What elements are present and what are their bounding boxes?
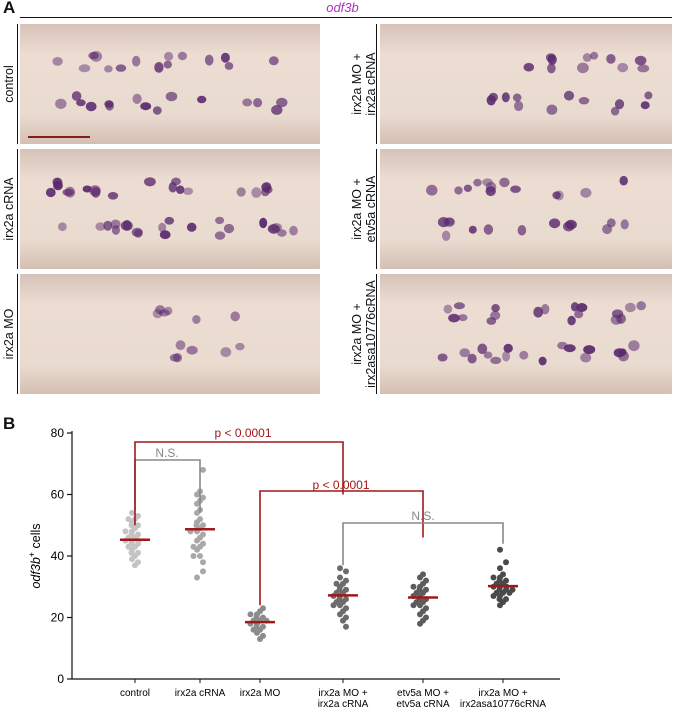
data-point	[417, 620, 423, 627]
data-point	[503, 559, 509, 566]
data-point	[497, 602, 503, 609]
significance-label: p < 0.0001	[312, 478, 369, 492]
data-point	[417, 574, 423, 581]
data-point	[200, 466, 206, 473]
panel-side-line	[376, 149, 377, 269]
data-point	[200, 568, 206, 575]
data-point	[194, 574, 200, 581]
data-point	[129, 556, 135, 563]
data-point	[200, 559, 206, 566]
panel-side-line	[376, 24, 377, 144]
micrograph-control	[20, 24, 320, 144]
y-tick-label: 40	[51, 549, 65, 563]
data-point	[417, 611, 423, 618]
panel-side-line	[17, 24, 18, 144]
gene-title-rule	[20, 17, 672, 18]
y-tick-label: 20	[51, 611, 65, 625]
data-point	[254, 629, 260, 636]
condition-label-mo-sa10776: irx2a MO + irx2asa10776cRNA	[350, 280, 378, 388]
x-tick-label: irx2a MO +	[318, 688, 367, 699]
data-point	[190, 553, 197, 559]
data-point	[132, 562, 138, 569]
data-point	[337, 602, 343, 609]
x-tick-label: etv5a cRNA	[396, 699, 450, 710]
condition-label-irx2a-crna: irx2a cRNA	[2, 177, 16, 241]
micrograph-irx2a-mo	[20, 274, 320, 394]
significance-bracket	[259, 490, 424, 606]
data-point	[197, 553, 203, 559]
x-tick-label: irx2asa10776cRNA	[460, 699, 546, 710]
data-point	[337, 611, 343, 618]
data-point	[337, 574, 343, 581]
data-point	[417, 602, 423, 609]
data-point	[340, 617, 346, 624]
micrograph-irx2a-crna	[20, 149, 320, 269]
x-tick-label: control	[120, 688, 150, 699]
panel-b-letter: B	[3, 414, 16, 433]
y-axis-label: odf3b+ cells	[27, 523, 43, 588]
condition-label-mo-irx2a: irx2a MO + irx2a cRNA	[350, 52, 378, 116]
panel-a-letter: A	[3, 0, 16, 17]
data-point	[129, 509, 135, 516]
data-point	[410, 583, 417, 590]
data-point	[257, 636, 263, 642]
x-tick-label: irx2a cRNA	[318, 699, 369, 710]
data-point	[490, 593, 497, 599]
significance-label: N.S.	[155, 446, 178, 460]
condition-label-control: control	[2, 65, 16, 103]
x-tick-label: irx2a MO	[240, 688, 281, 699]
data-point	[247, 611, 254, 618]
y-tick-label: 80	[51, 426, 65, 440]
data-point	[410, 602, 417, 609]
data-point	[330, 602, 337, 609]
data-point	[194, 546, 200, 553]
data-point	[194, 500, 200, 507]
data-point	[497, 565, 503, 572]
data-point	[497, 546, 503, 553]
significance-label: p < 0.0001	[214, 426, 271, 440]
x-tick-label: irx2a MO +	[478, 688, 527, 699]
condition-label-mo-etv5a: irx2a MO + etv5a cRNA	[350, 175, 378, 243]
micrograph-mo-irx2a	[380, 24, 672, 144]
x-tick-label: irx2a cRNA	[175, 688, 226, 699]
y-tick-label: 60	[51, 488, 65, 502]
data-point	[506, 589, 513, 596]
significance-bracket	[134, 459, 201, 513]
data-point	[194, 537, 200, 544]
data-point	[194, 509, 200, 516]
micrograph-mo-etv5a	[380, 149, 672, 269]
significance-bracket	[134, 441, 344, 526]
panel-side-line	[17, 149, 18, 269]
data-point	[122, 528, 129, 535]
data-point	[490, 574, 497, 581]
significance-label: N.S.	[411, 509, 434, 523]
scale-bar	[28, 136, 90, 138]
gene-title: odf3b	[326, 0, 359, 15]
panel-side-line	[376, 274, 377, 394]
data-point	[343, 623, 349, 630]
panel-side-line	[17, 274, 18, 394]
x-tick-label: etv5a MO +	[397, 688, 449, 699]
data-point	[194, 491, 200, 498]
data-point	[343, 568, 349, 575]
data-point	[337, 565, 343, 572]
y-tick-label: 0	[57, 672, 64, 686]
micrograph-mo-sa10776	[380, 274, 672, 394]
significance-bracket	[342, 522, 504, 566]
condition-label-irx2a-mo: irx2a MO	[2, 308, 16, 360]
